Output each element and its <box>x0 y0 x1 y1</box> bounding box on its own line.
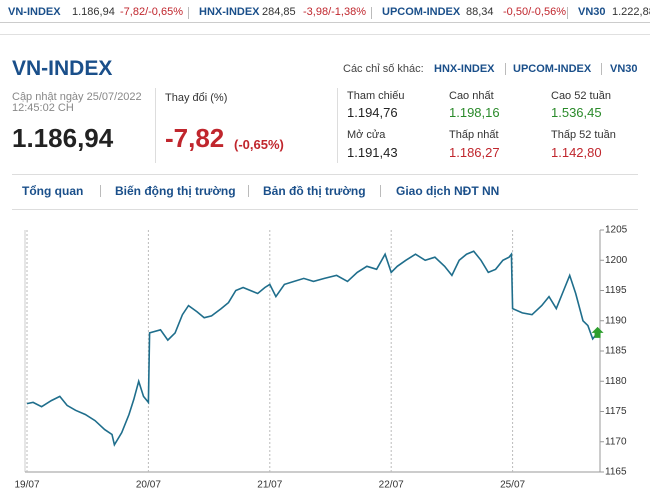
ticker-name[interactable]: VN-INDEX <box>8 6 61 18</box>
y-tick-label: 1185 <box>605 346 627 357</box>
updated-date: Cập nhật ngày 25/07/2022 <box>12 91 142 103</box>
ticker-price: 88,34 <box>466 6 494 18</box>
stat-label: Mở cửa <box>347 129 386 141</box>
stat-label: Thấp nhất <box>449 129 499 141</box>
other-link[interactable]: UPCOM-INDEX <box>513 63 592 75</box>
page-title: VN-INDEX <box>12 57 113 80</box>
y-tick-label: 1175 <box>605 406 627 417</box>
stat-value: 1.186,27 <box>449 145 500 160</box>
stat-value: 1.536,45 <box>551 105 602 120</box>
change-label: Thay đổi (%) <box>165 92 228 104</box>
separator <box>601 63 602 75</box>
separator <box>248 185 249 197</box>
divider <box>155 88 156 163</box>
ticker-change: -7,82/-0,65% <box>120 6 183 18</box>
last-point-arrow <box>591 326 604 338</box>
other-label: Các chỉ số khác: <box>343 63 424 75</box>
y-tick-label: 1180 <box>605 376 627 387</box>
x-tick-label: 20/07 <box>136 480 161 491</box>
ticker-change: -0,50/-0,56% <box>503 6 566 18</box>
tab-bar <box>12 174 638 210</box>
change-value: -7,82 <box>165 123 225 153</box>
other-link[interactable]: VN30 <box>610 63 638 75</box>
ticker-name[interactable]: VN30 <box>578 6 606 18</box>
x-tick-label: 19/07 <box>14 480 39 491</box>
divider <box>337 88 338 163</box>
x-tick-label: 22/07 <box>379 480 404 491</box>
ticker-border <box>0 22 650 23</box>
stat-value: 1.142,80 <box>551 145 602 160</box>
stat-value: 1.191,43 <box>347 145 398 160</box>
stat-label: Cao 52 tuần <box>551 90 611 102</box>
stat-label: Tham chiếu <box>347 90 405 102</box>
y-tick-label: 1200 <box>605 255 628 266</box>
ticker-change: -3,98/-1,38% <box>303 6 366 18</box>
y-tick-label: 1205 <box>605 225 628 236</box>
stat-value: 1.198,16 <box>449 105 500 120</box>
updated-time: 12:45:02 CH <box>12 102 74 114</box>
x-tick-label: 25/07 <box>500 480 525 491</box>
tab[interactable]: Biến động thị trường <box>115 184 236 198</box>
stat-label: Cao nhất <box>449 90 494 102</box>
ticker-price: 1.186,94 <box>72 6 115 18</box>
other-link[interactable]: HNX-INDEX <box>434 63 495 75</box>
index-price: 1.186,94 <box>12 123 114 153</box>
y-tick-label: 1170 <box>605 436 627 447</box>
x-tick-label: 21/07 <box>257 480 282 491</box>
separator <box>100 185 101 197</box>
y-tick-label: 1195 <box>605 285 627 296</box>
change-percent: (-0,65%) <box>234 137 284 152</box>
separator <box>188 7 189 19</box>
ticker-name[interactable]: HNX-INDEX <box>199 6 260 18</box>
divider <box>0 34 650 35</box>
y-tick-label: 1165 <box>605 467 627 478</box>
tab[interactable]: Giao dịch NĐT NN <box>396 184 500 198</box>
index-line <box>26 250 599 447</box>
separator <box>371 7 372 19</box>
separator <box>567 7 568 19</box>
tab[interactable]: Tổng quan <box>22 184 84 198</box>
stat-label: Thấp 52 tuần <box>551 129 616 141</box>
stat-value: 1.194,76 <box>347 105 398 120</box>
y-tick-label: 1190 <box>605 315 627 326</box>
separator <box>505 63 506 75</box>
ticker-price: 284,85 <box>262 6 296 18</box>
separator <box>380 185 381 197</box>
tab[interactable]: Bản đồ thị trường <box>263 184 366 198</box>
ticker-name[interactable]: UPCOM-INDEX <box>382 6 461 18</box>
ticker-price: 1.222,88 <box>612 6 650 18</box>
